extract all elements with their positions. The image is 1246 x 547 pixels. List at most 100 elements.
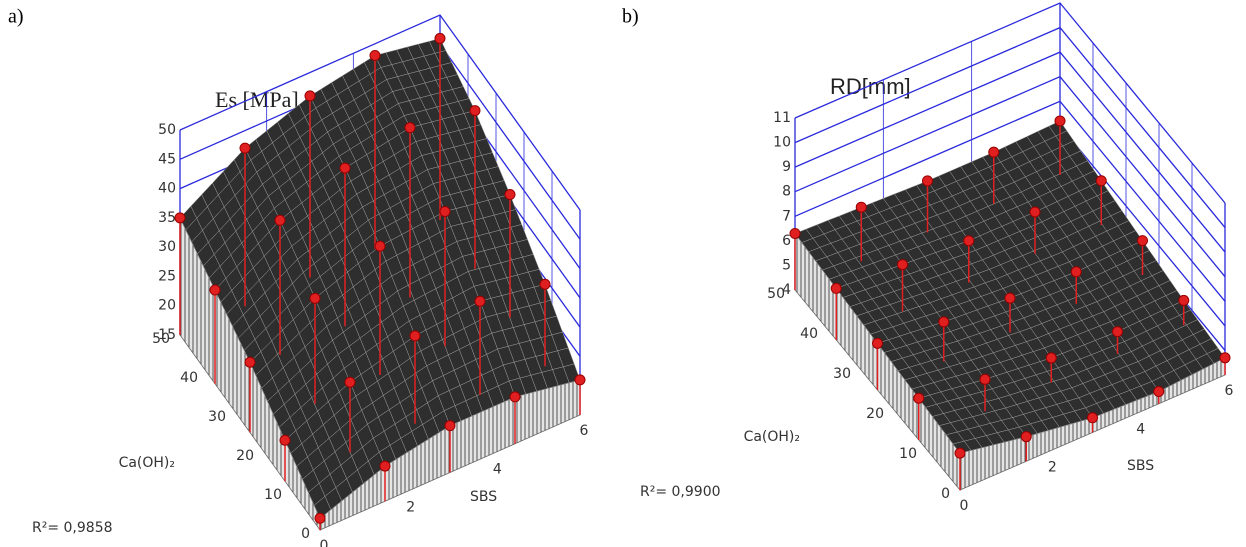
surface-cell [877,321,986,399]
data-point [1045,352,1057,364]
data-point [574,374,586,386]
data-point [539,278,551,290]
data-point [1153,385,1165,397]
data-point [1070,266,1082,278]
data-point [1178,294,1190,306]
x-tick-label: 6 [1225,383,1234,399]
data-point [404,122,416,134]
x-tick-label: 0 [320,538,329,547]
surface-cell [414,300,516,426]
data-point [1029,206,1041,218]
data-point [1020,431,1032,443]
data-point [474,295,486,307]
x-tick-label: 2 [1048,460,1057,476]
data-point [897,259,908,271]
data-point [1054,115,1066,127]
y-tick-label: 40 [180,370,198,386]
r-squared: R²= 0,9900 [640,484,721,500]
data-point [509,391,521,403]
data-point [855,201,867,213]
data-point [304,90,316,102]
surface-cell [244,95,346,221]
surface-cell [479,284,581,398]
data-point [469,105,481,117]
y-tick-label: 50 [152,331,170,347]
surface-cell [902,240,1011,323]
data-point [504,189,516,200]
x-axis-label: SBS [470,489,497,505]
data-point [309,292,321,304]
surface-cell [927,151,1036,242]
r-squared: R²= 0,9858 [32,520,113,536]
data-point [979,373,991,385]
data-point [1087,412,1098,424]
data-point [374,240,386,252]
y-tick-label: 0 [941,486,950,502]
data-point [339,162,351,174]
data-point [369,49,381,61]
z-tick-label: 15 [158,327,176,343]
data-point [963,235,975,247]
surface-cell [794,206,903,289]
y-tick-label: 40 [800,326,818,342]
data-point [344,376,356,388]
x-tick-label: 0 [960,498,969,514]
y-tick-label: 20 [866,406,884,422]
surface-cell [214,219,316,363]
data-point [1137,235,1148,247]
z-tick-label: 4 [782,282,791,298]
z-tick-label: 25 [158,268,176,284]
data-point [1095,175,1107,187]
surface-cell [984,357,1093,437]
z-tick-label: 20 [158,298,176,314]
x-tick-label: 2 [406,500,415,516]
surface-cell [279,167,381,299]
z-tick-label: 35 [158,210,176,226]
z-tick-label: 9 [782,159,791,175]
y-tick-label: 10 [899,446,917,462]
surface-cell [1117,300,1226,392]
z-tick-label: 11 [773,110,791,126]
data-point [314,512,326,524]
z-tick-label: 30 [158,239,176,255]
surface-cell [249,297,351,441]
x-axis-label: SBS [1127,458,1154,474]
data-point [239,142,251,154]
panel-label: b) [622,6,639,28]
data-point [872,337,883,349]
x-tick-label: 6 [580,423,589,439]
data-point [1004,292,1016,304]
data-point [174,212,186,224]
x-tick-label: 4 [1136,421,1145,437]
data-point [922,175,933,187]
data-point [988,146,1000,158]
z-tick-label: 7 [782,208,791,224]
z-tick-label: 40 [158,181,176,197]
z-tick-label: 45 [158,151,176,167]
data-point [439,206,451,218]
y-tick-label: 20 [236,448,254,464]
data-point [913,392,925,404]
data-point [830,282,842,294]
data-point [209,284,221,296]
z-tick-label: 8 [782,184,791,200]
surface-cell [179,147,281,291]
surface-cell [1050,331,1160,419]
y-tick-label: 10 [264,487,282,503]
data-point [409,330,421,342]
y-tick-label: 50 [767,286,785,302]
y-axis-label: Ca(OH)₂ [744,429,800,445]
data-point [379,460,391,472]
data-point [954,447,966,459]
z-axis-title: RD[mm] [830,74,911,99]
z-tick-label: 10 [773,135,791,151]
data-point [434,32,446,44]
y-tick-label: 30 [833,366,851,382]
y-axis-label: Ca(OH)₂ [119,455,175,471]
z-tick-label: 50 [158,122,176,138]
z-tick-label: 5 [782,257,791,273]
data-point [444,420,456,432]
surface-cell [314,245,416,383]
surface-cell [835,264,945,344]
